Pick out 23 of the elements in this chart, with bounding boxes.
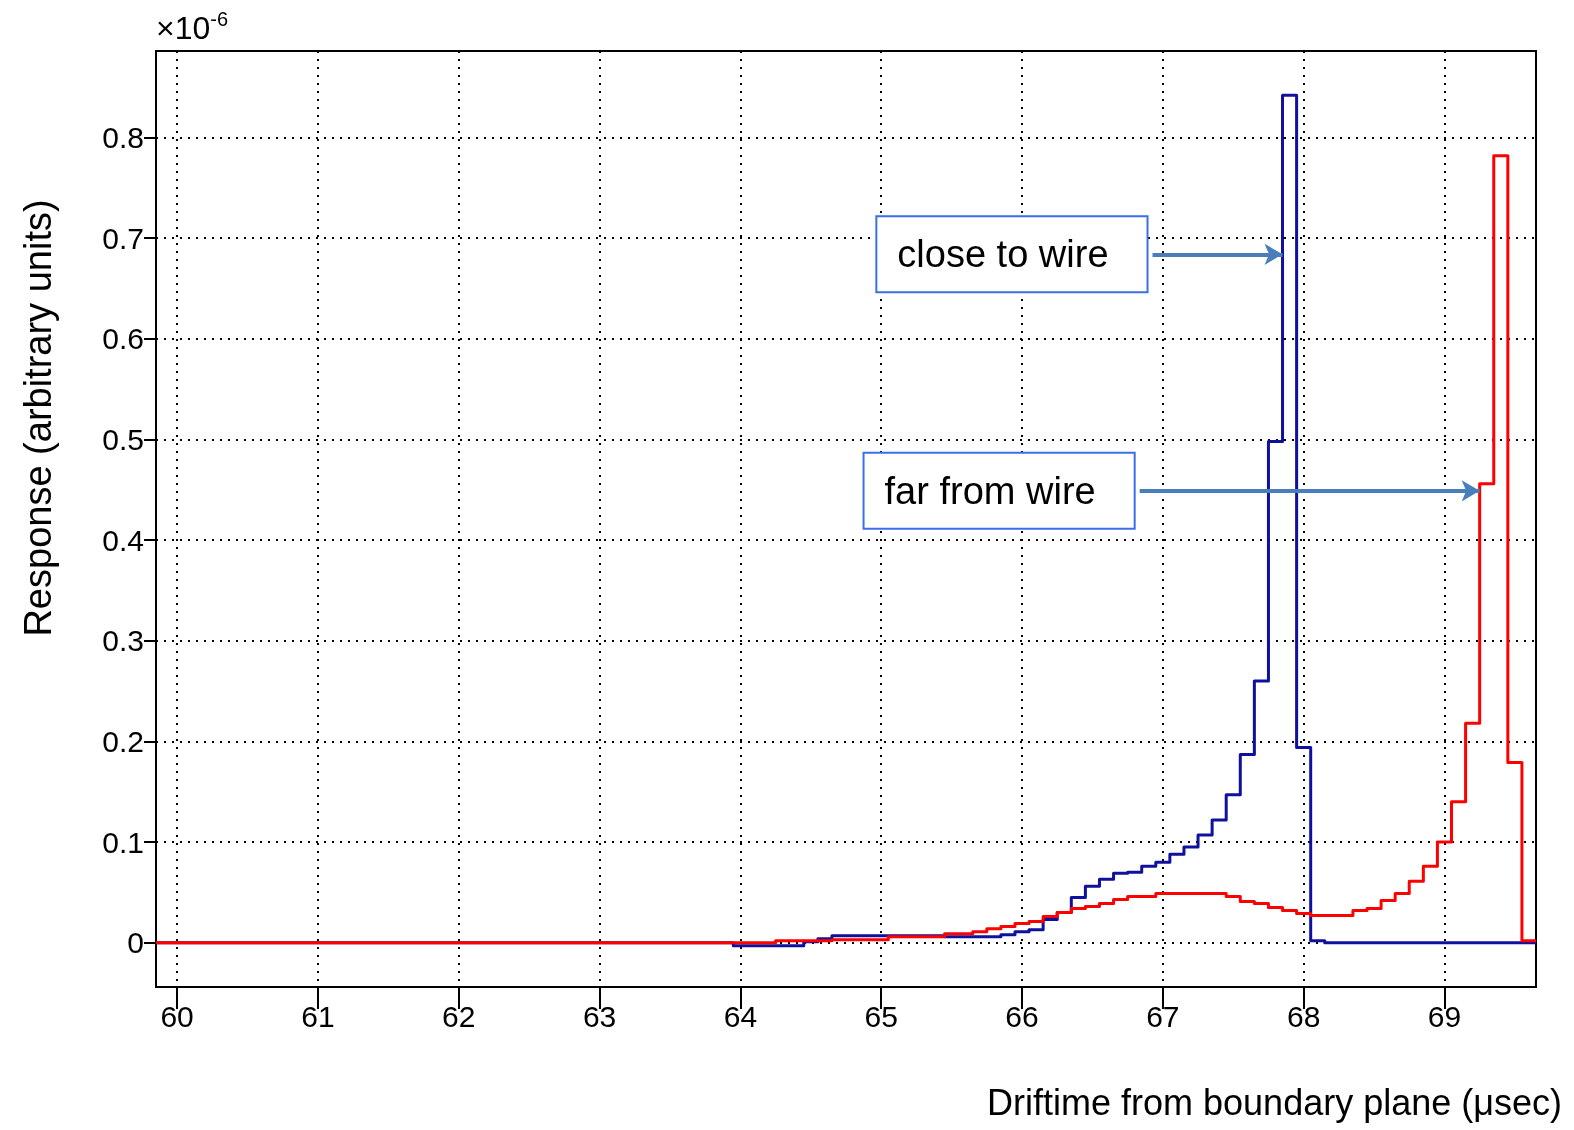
x-tick-label: 64: [723, 999, 758, 1033]
x-tick-label: 63: [582, 999, 617, 1033]
x-tick-label: 66: [1005, 999, 1039, 1033]
y-tick-label: 0: [127, 926, 144, 960]
annotation: far from wire: [884, 469, 1096, 512]
x-tick-label: 65: [864, 999, 898, 1033]
x-axis-title: Driftime from boundary plane (μsec): [987, 1082, 1562, 1124]
y-tick-label: 0.8: [102, 121, 144, 155]
x-tick-label: 61: [301, 999, 335, 1033]
x-tick-label: 69: [1427, 999, 1462, 1033]
y-tick-label: 0.3: [102, 624, 144, 658]
y-tick-label: 0.5: [102, 422, 144, 456]
x-tick-label: 68: [1286, 999, 1321, 1033]
y-tick-label: 0.4: [102, 523, 144, 557]
x-tick-label: 60: [160, 999, 194, 1033]
y-tick-label: 0.7: [102, 221, 144, 255]
x-tick-label: 67: [1146, 999, 1180, 1033]
y-tick-label: 0.6: [102, 322, 144, 356]
x-tick-label: 62: [442, 999, 476, 1033]
y-tick-label: 0.2: [102, 724, 144, 758]
y-axis-title: Response (arbitrary units): [17, 199, 59, 637]
annotation: close to wire: [897, 233, 1109, 276]
y-tick-label: 0.1: [102, 825, 144, 859]
